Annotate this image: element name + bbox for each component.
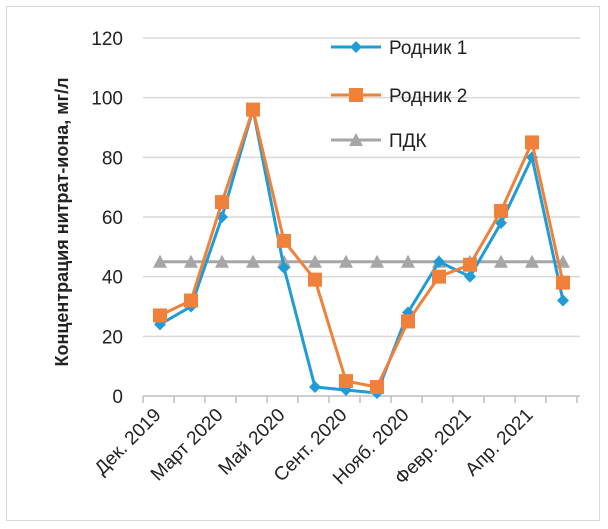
data-point-triangle [370,254,384,268]
gridlines [143,37,580,338]
data-point-square [184,293,198,308]
y-tick-labels: 0 20 40 60 80 100 120 [91,29,123,408]
data-point-triangle [339,254,353,268]
series-3 [153,254,570,268]
data-point-diamond [309,381,321,394]
data-point-square [277,233,291,248]
data-point-diamond [350,41,362,53]
data-point-triangle [215,254,229,268]
y-tick-label: 0 [112,387,123,408]
x-tick-label: Апр. 2021 [462,405,538,481]
data-point-square [308,272,322,287]
data-point-square [494,204,508,219]
y-tick-label: 40 [102,268,123,289]
data-point-diamond [278,261,290,274]
data-point-square [401,314,415,329]
data-point-square [215,195,229,210]
data-point-square [556,275,570,290]
data-point-square [153,308,167,323]
data-point-triangle [153,254,167,268]
series-line [159,108,565,395]
data-point-triangle [246,254,260,268]
data-point-square [432,269,446,284]
y-tick-label: 60 [102,208,123,229]
data-point-triangle [308,254,322,268]
legend-item: Родник 2 [331,86,467,107]
legend-label: Родник 1 [389,38,467,59]
data-point-triangle [184,254,198,268]
series-line [159,108,565,389]
data-point-triangle [401,254,415,268]
data-point-diamond [557,294,569,307]
data-point-triangle [525,254,539,268]
data-point-square [463,257,477,272]
legend-label: ПДК [389,131,427,152]
data-point-square [246,102,260,117]
data-point-triangle [494,254,508,268]
series-2 [153,102,570,395]
y-axis-title: Концентрация нитрат-иона, мг/л [52,77,72,366]
y-tick-label: 20 [102,327,123,348]
legend: Родник 1 Родник 2 ПДК [331,38,467,152]
data-point-square [349,88,363,102]
data-point-triangle [349,133,363,146]
data-point-diamond [495,216,507,229]
data-point-diamond [464,270,476,283]
data-point-square [370,380,384,395]
legend-label: Родник 2 [389,86,467,107]
y-tick-label: 80 [102,148,123,169]
y-tick-label: 100 [91,89,123,110]
data-point-diamond [433,255,445,268]
series-1 [154,103,569,400]
legend-item: Родник 1 [331,38,467,59]
series-group [153,102,570,400]
legend-item: ПДК [331,131,427,152]
axes [142,395,580,403]
y-tick-label: 120 [91,29,123,50]
data-point-square [525,135,539,150]
data-point-square [339,374,353,389]
